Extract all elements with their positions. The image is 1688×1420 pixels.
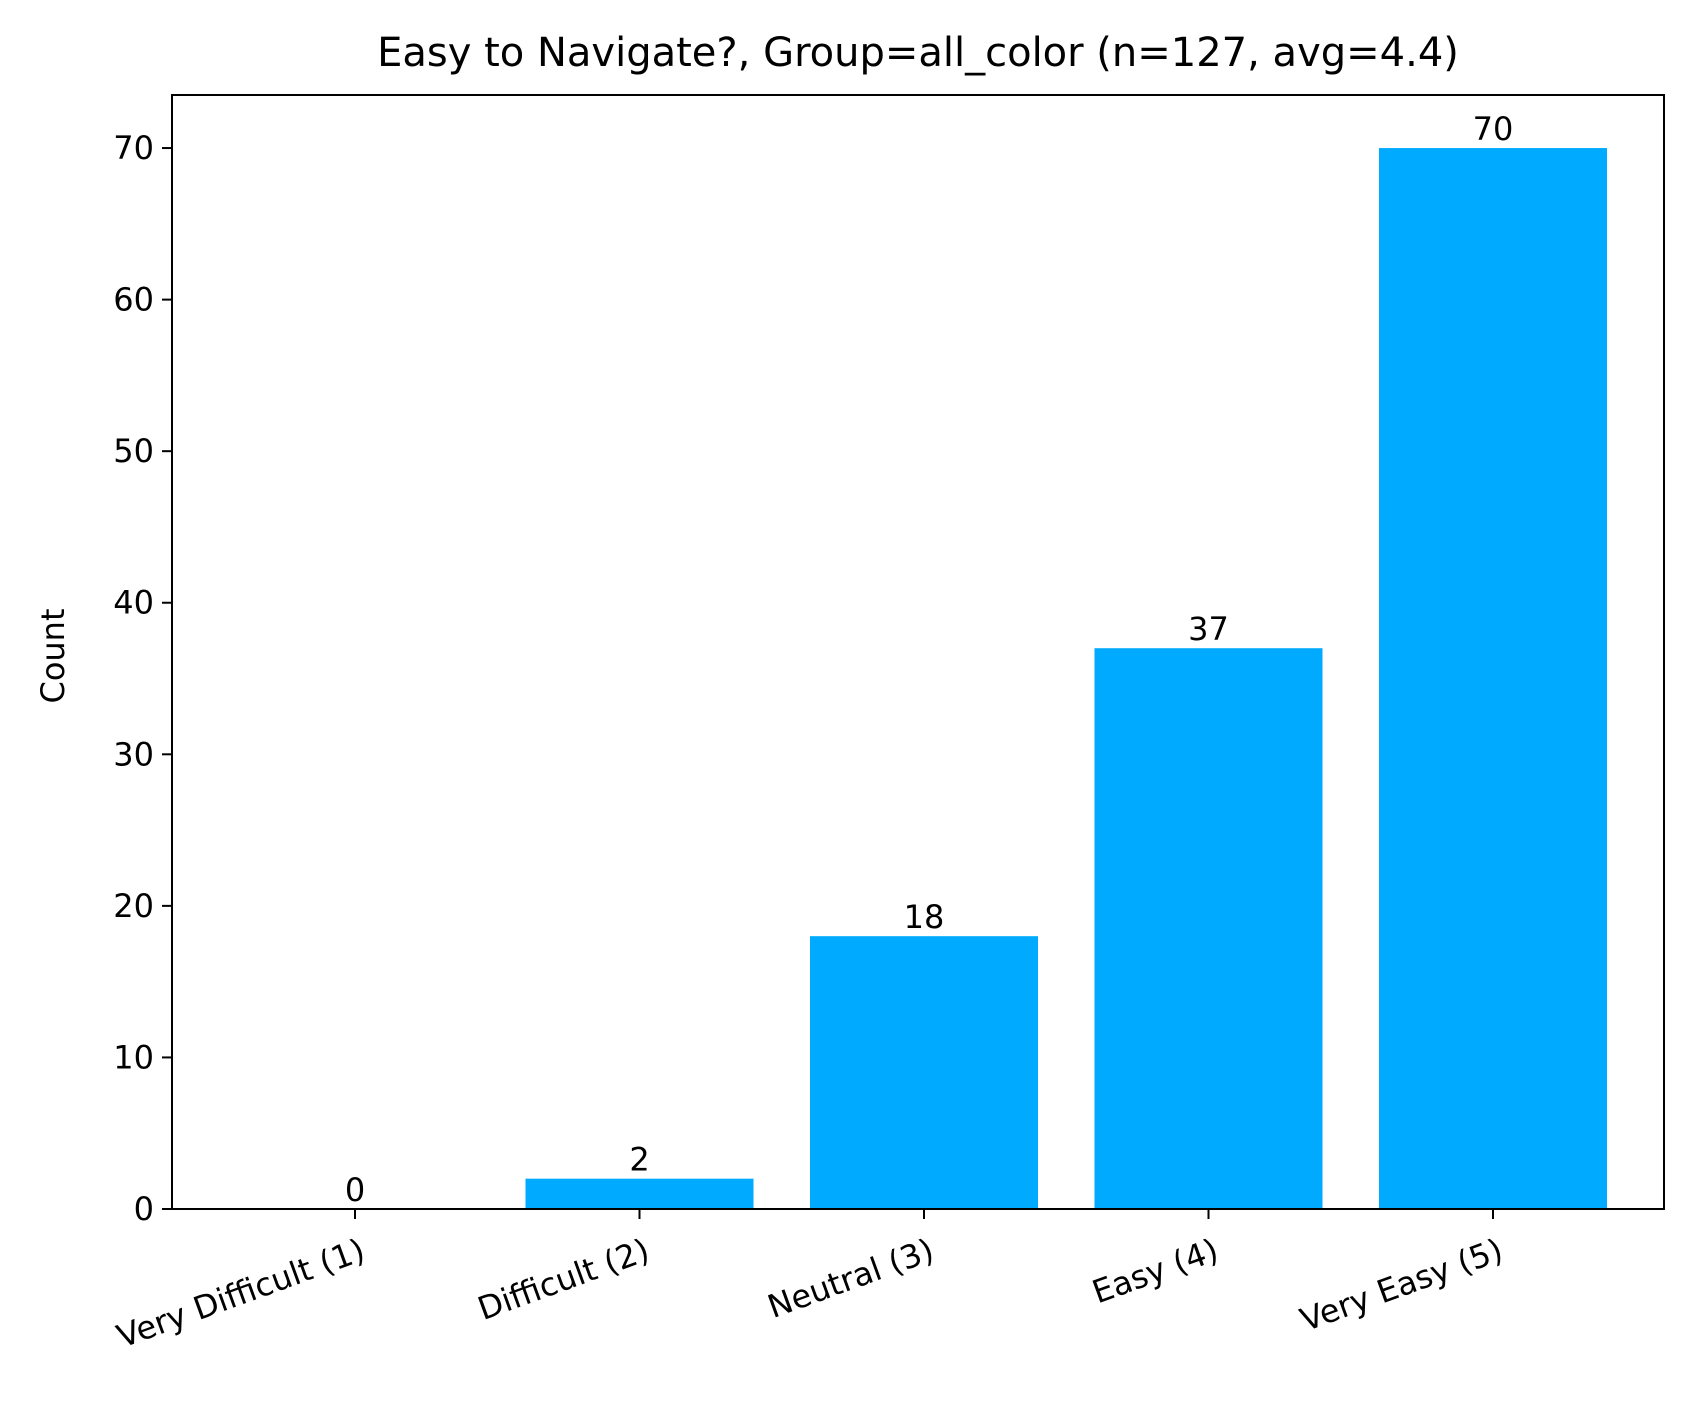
data-label-0: 0 bbox=[345, 1171, 365, 1209]
y-tick-label-0: 0 bbox=[134, 1190, 154, 1228]
bar-2 bbox=[810, 936, 1038, 1209]
data-labels-layer: 0 2 18 37 70 bbox=[345, 110, 1514, 1209]
y-tick-label-7: 70 bbox=[113, 129, 154, 167]
y-tick-label-6: 60 bbox=[113, 281, 154, 319]
y-tick-label-3: 30 bbox=[113, 735, 154, 773]
bar-1 bbox=[525, 1178, 754, 1209]
y-tick-label-2: 20 bbox=[113, 887, 154, 925]
bars-layer bbox=[525, 148, 1607, 1210]
data-label-4: 70 bbox=[1473, 110, 1514, 148]
y-axis-label: Count bbox=[34, 608, 72, 703]
y-tick-label-4: 40 bbox=[113, 584, 154, 622]
chart-title: Easy to Navigate?, Group=all_color (n=12… bbox=[377, 30, 1459, 76]
data-label-1: 2 bbox=[629, 1141, 649, 1179]
y-tick-label-5: 50 bbox=[113, 432, 154, 470]
data-label-2: 18 bbox=[904, 898, 945, 936]
plot-frame bbox=[171, 94, 1665, 1210]
y-axis: 0 10 20 30 40 50 60 70 bbox=[113, 129, 172, 1228]
bar-4 bbox=[1379, 148, 1607, 1210]
bar-3 bbox=[1094, 648, 1323, 1209]
y-tick-label-1: 10 bbox=[113, 1038, 154, 1076]
data-label-3: 37 bbox=[1188, 610, 1229, 648]
